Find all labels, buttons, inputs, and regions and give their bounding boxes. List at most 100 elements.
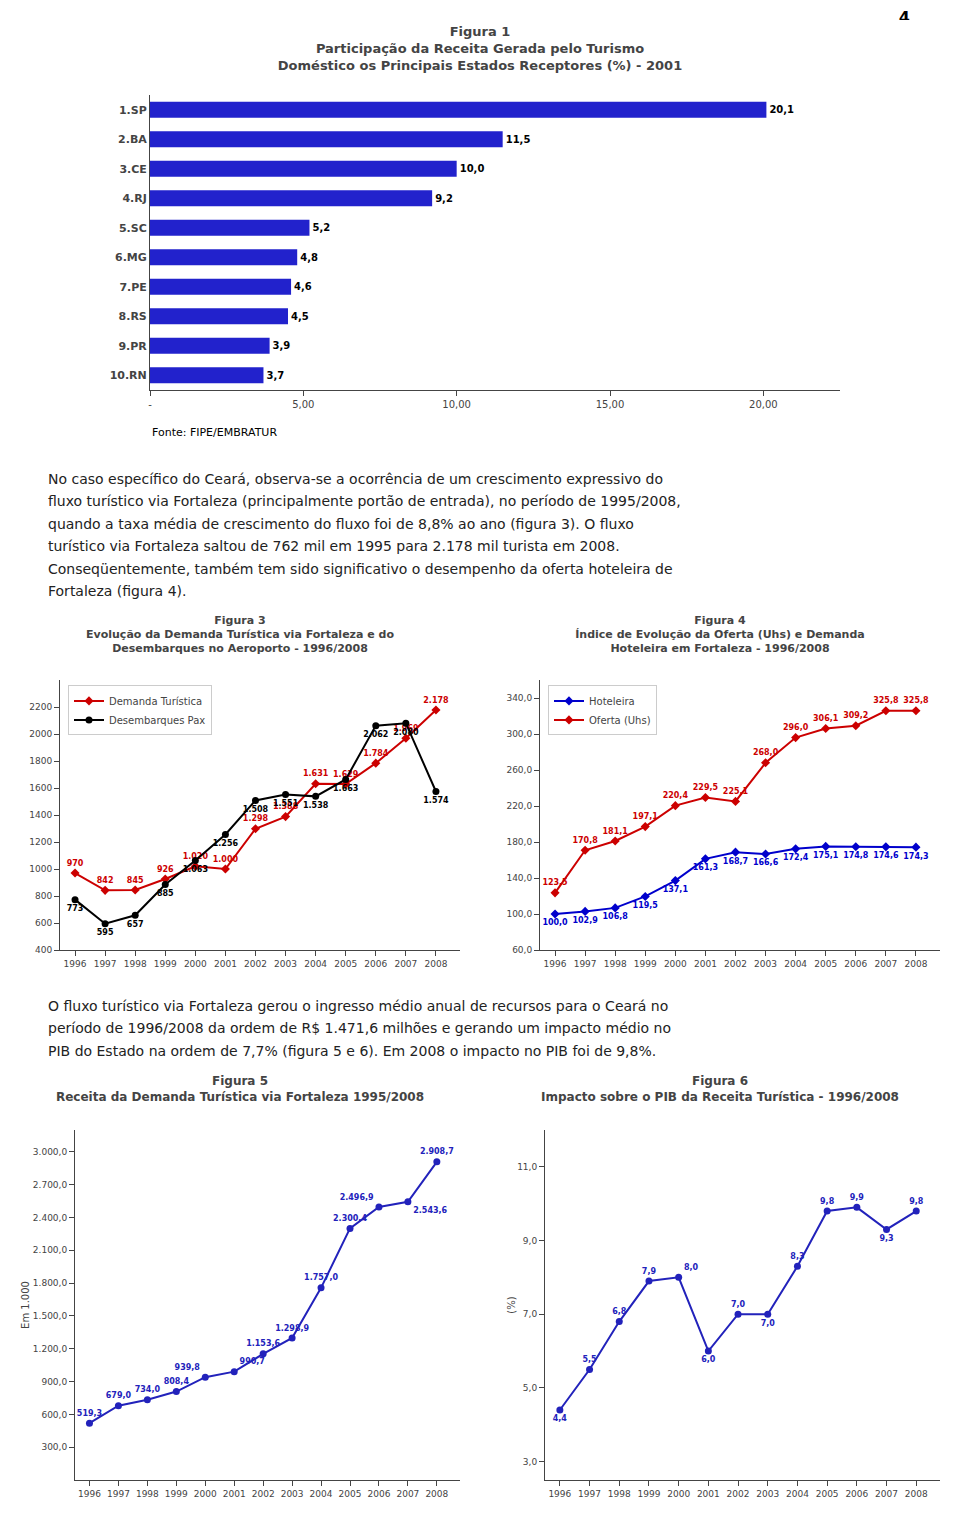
svg-text:1999: 1999 [634, 959, 657, 969]
svg-text:2.300,4: 2.300,4 [333, 1214, 367, 1223]
svg-text:1999: 1999 [637, 1489, 660, 1499]
svg-text:2004: 2004 [304, 959, 327, 969]
svg-text:229,5: 229,5 [693, 783, 719, 792]
svg-text:5,5: 5,5 [582, 1355, 597, 1364]
svg-text:161,3: 161,3 [693, 863, 718, 872]
svg-text:4,4: 4,4 [553, 1414, 568, 1423]
svg-text:1200: 1200 [29, 837, 52, 847]
svg-text:9,8: 9,8 [909, 1197, 924, 1206]
svg-text:8.RS: 8.RS [119, 310, 147, 323]
svg-text:5,00: 5,00 [292, 399, 314, 410]
svg-text:1996: 1996 [78, 1489, 101, 1499]
svg-text:4.RJ: 4.RJ [122, 192, 146, 205]
svg-text:2.062: 2.062 [363, 730, 388, 739]
svg-text:1.SP: 1.SP [119, 104, 147, 117]
svg-text:Em 1.000: Em 1.000 [20, 1281, 31, 1329]
svg-text:1997: 1997 [578, 1489, 601, 1499]
svg-text:1999: 1999 [154, 959, 177, 969]
svg-text:600,0: 600,0 [41, 1410, 67, 1420]
svg-text:5,0: 5,0 [523, 1383, 538, 1393]
svg-text:2000: 2000 [184, 959, 207, 969]
svg-text:220,0: 220,0 [506, 801, 532, 811]
svg-text:1998: 1998 [608, 1489, 631, 1499]
svg-text:2008: 2008 [905, 1489, 928, 1499]
svg-text:7.PE: 7.PE [119, 281, 146, 294]
svg-text:174,8: 174,8 [843, 851, 869, 860]
svg-text:197,1: 197,1 [633, 812, 659, 821]
svg-text:2.080: 2.080 [393, 728, 419, 737]
svg-text:970: 970 [67, 859, 84, 868]
svg-text:123,5: 123,5 [542, 878, 568, 887]
svg-text:4,6: 4,6 [294, 281, 312, 292]
svg-text:2006: 2006 [367, 1489, 390, 1499]
svg-text:6.MG: 6.MG [115, 251, 147, 264]
svg-text:600: 600 [35, 918, 52, 928]
svg-text:7,0: 7,0 [761, 1319, 776, 1328]
svg-text:1.500,0: 1.500,0 [33, 1311, 68, 1321]
svg-text:1.508: 1.508 [243, 805, 269, 814]
svg-text:926: 926 [157, 865, 174, 874]
svg-text:(%): (%) [506, 1296, 517, 1313]
svg-text:296,0: 296,0 [783, 723, 809, 732]
svg-text:300,0: 300,0 [41, 1442, 67, 1452]
svg-text:3.CE: 3.CE [119, 163, 146, 176]
svg-text:180,0: 180,0 [506, 837, 532, 847]
svg-text:260,0: 260,0 [506, 765, 532, 775]
svg-text:3.000,0: 3.000,0 [33, 1147, 68, 1157]
svg-text:Fonte: FIPE/EMBRATUR: Fonte: FIPE/EMBRATUR [152, 426, 277, 439]
svg-text:166,6: 166,6 [753, 858, 779, 867]
svg-text:2008: 2008 [424, 959, 447, 969]
svg-text:10,00: 10,00 [442, 399, 471, 410]
svg-text:2005: 2005 [339, 1489, 362, 1499]
svg-text:2004: 2004 [784, 959, 807, 969]
svg-text:1.298,9: 1.298,9 [275, 1324, 309, 1333]
svg-text:119,5: 119,5 [633, 901, 659, 910]
svg-text:340,0: 340,0 [506, 693, 532, 703]
svg-text:1600: 1600 [29, 783, 52, 793]
svg-text:2007: 2007 [874, 959, 897, 969]
svg-text:2001: 2001 [214, 959, 237, 969]
svg-text:2002: 2002 [252, 1489, 275, 1499]
svg-text:1.631: 1.631 [303, 769, 329, 778]
svg-text:2002: 2002 [727, 1489, 750, 1499]
svg-text:990,7: 990,7 [240, 1357, 265, 1366]
svg-text:9,0: 9,0 [523, 1236, 538, 1246]
svg-text:7,9: 7,9 [642, 1267, 657, 1276]
svg-text:2008: 2008 [425, 1489, 448, 1499]
svg-text:1998: 1998 [136, 1489, 159, 1499]
svg-text:Hoteleira: Hoteleira [589, 696, 635, 707]
svg-text:2.700,0: 2.700,0 [33, 1180, 68, 1190]
svg-text:7,0: 7,0 [523, 1309, 538, 1319]
svg-text:175,1: 175,1 [813, 851, 839, 860]
svg-text:100,0: 100,0 [506, 909, 532, 919]
svg-text:8,0: 8,0 [684, 1263, 699, 1272]
svg-text:2003: 2003 [281, 1489, 304, 1499]
svg-text:Figura 6Impacto sobre o PIB da: Figura 6Impacto sobre o PIB da Receita T… [541, 1074, 899, 1104]
svg-text:6,8: 6,8 [612, 1307, 627, 1316]
svg-text:2006: 2006 [844, 959, 867, 969]
svg-text:8,3: 8,3 [790, 1252, 804, 1261]
svg-text:2.400,0: 2.400,0 [33, 1213, 68, 1223]
svg-text:2006: 2006 [364, 959, 387, 969]
svg-text:1996: 1996 [548, 1489, 571, 1499]
svg-text:800: 800 [35, 891, 52, 901]
svg-text:2.908,7: 2.908,7 [420, 1147, 454, 1156]
svg-text:939,8: 939,8 [175, 1363, 201, 1372]
svg-text:3,0: 3,0 [523, 1457, 538, 1467]
svg-text:2001: 2001 [223, 1489, 246, 1499]
svg-text:2008: 2008 [904, 959, 927, 969]
svg-text:Desembarques Pax: Desembarques Pax [109, 715, 205, 726]
svg-text:174,3: 174,3 [903, 852, 928, 861]
svg-text:1.020: 1.020 [183, 852, 209, 861]
svg-text:2007: 2007 [396, 1489, 419, 1499]
svg-text:2005: 2005 [816, 1489, 839, 1499]
svg-text:20,00: 20,00 [749, 399, 778, 410]
svg-text:2000: 2000 [664, 959, 687, 969]
svg-text:1.663: 1.663 [333, 784, 358, 793]
svg-text:1000: 1000 [29, 864, 52, 874]
svg-text:1997: 1997 [94, 959, 117, 969]
svg-text:4,5: 4,5 [291, 311, 309, 322]
svg-text:1800: 1800 [29, 756, 52, 766]
svg-text:2006: 2006 [845, 1489, 868, 1499]
svg-text:2.BA: 2.BA [118, 133, 147, 146]
